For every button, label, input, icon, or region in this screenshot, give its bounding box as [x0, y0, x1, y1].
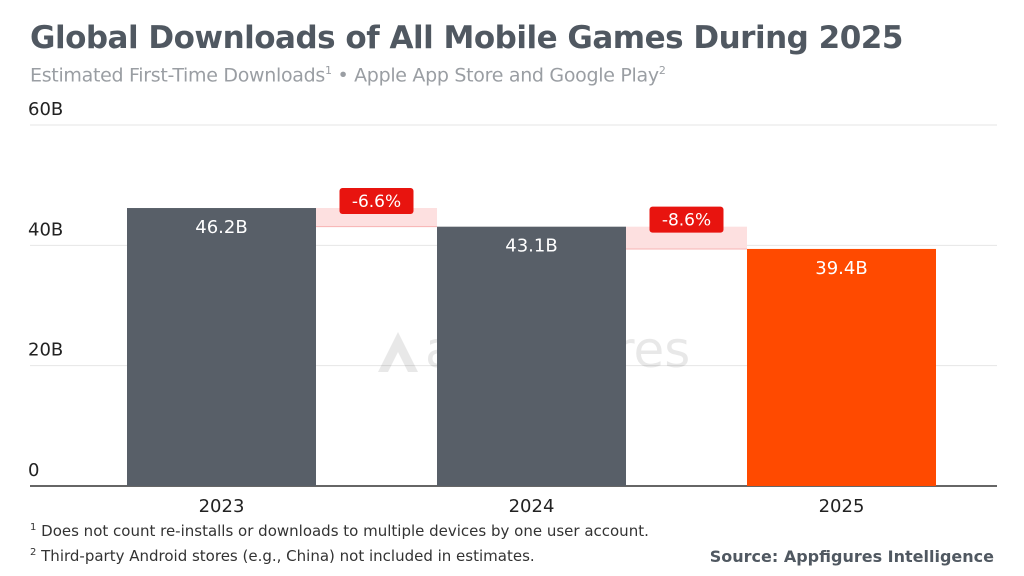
bar-2025 [747, 248, 936, 486]
x-tick-label: 2025 [819, 496, 865, 517]
y-tick-label: 60B [28, 99, 63, 120]
change-badge-label: -6.6% [352, 192, 401, 212]
change-badge [649, 206, 724, 233]
bar-value-label: 39.4B [815, 258, 867, 279]
change-badge [339, 188, 414, 215]
y-tick-label: 0 [28, 460, 39, 481]
bar-value-label: 46.2B [195, 217, 247, 238]
chart-subtitle: Estimated First-Time Downloads1 • Apple … [30, 64, 666, 87]
y-tick-label: 40B [28, 219, 63, 240]
footnote-1: 1 Does not count re-installs or download… [30, 522, 649, 540]
change-badge-label: -8.6% [662, 211, 711, 231]
chart-title: Global Downloads of All Mobile Games Dur… [30, 20, 903, 56]
source-label: Source: Appfigures Intelligence [709, 547, 994, 566]
appfigures-logo-icon [378, 332, 418, 372]
bar-value-label: 43.1B [505, 236, 557, 257]
bar-2023 [127, 208, 316, 486]
footnote-2: 2 Third-party Android stores (e.g., Chin… [30, 547, 535, 565]
y-tick-label: 20B [28, 340, 63, 361]
bar-2024 [437, 226, 626, 486]
x-tick-label: 2023 [199, 496, 245, 517]
x-tick-label: 2024 [509, 496, 555, 517]
